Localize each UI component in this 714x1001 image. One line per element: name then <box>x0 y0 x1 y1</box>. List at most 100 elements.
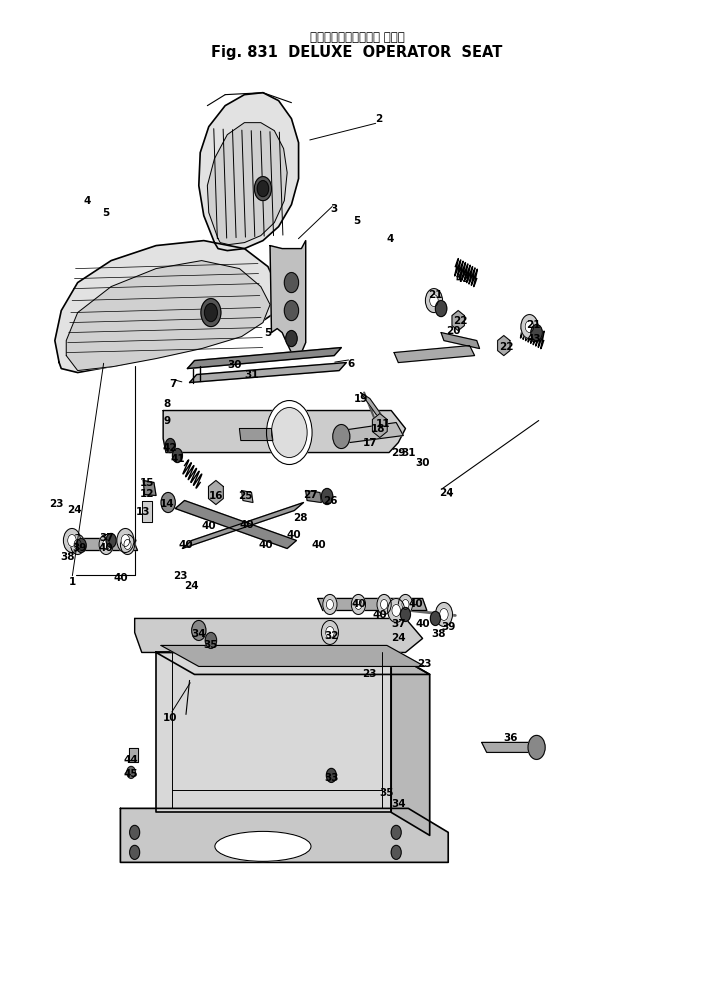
Circle shape <box>173 448 182 462</box>
Text: 31: 31 <box>244 369 258 379</box>
Circle shape <box>323 595 337 615</box>
Text: 25: 25 <box>238 490 253 500</box>
Polygon shape <box>452 310 464 330</box>
Circle shape <box>326 769 336 783</box>
Circle shape <box>166 438 175 452</box>
Circle shape <box>117 529 134 553</box>
Polygon shape <box>239 428 273 440</box>
Text: 16: 16 <box>208 490 223 500</box>
Circle shape <box>333 424 350 448</box>
Circle shape <box>528 736 545 760</box>
Text: 3: 3 <box>331 203 338 213</box>
Polygon shape <box>189 362 346 382</box>
Circle shape <box>130 826 140 840</box>
Text: 29: 29 <box>391 447 406 457</box>
Circle shape <box>254 176 271 200</box>
Text: 23: 23 <box>417 660 431 670</box>
Polygon shape <box>391 653 430 836</box>
Text: 14: 14 <box>160 499 175 510</box>
Text: 41: 41 <box>170 453 185 463</box>
Text: 38: 38 <box>431 630 446 640</box>
Polygon shape <box>187 347 341 368</box>
Text: 30: 30 <box>416 457 430 467</box>
Text: 2: 2 <box>375 114 382 124</box>
Text: 4: 4 <box>386 233 393 243</box>
Text: 5: 5 <box>264 327 271 337</box>
Text: 34: 34 <box>191 630 206 640</box>
Polygon shape <box>144 480 156 495</box>
Polygon shape <box>135 619 423 653</box>
Text: 4: 4 <box>84 195 91 205</box>
Text: 17: 17 <box>363 437 377 447</box>
Circle shape <box>204 303 217 321</box>
Text: 34: 34 <box>391 800 406 810</box>
Polygon shape <box>142 500 152 523</box>
Circle shape <box>381 600 388 610</box>
Circle shape <box>402 600 409 610</box>
Circle shape <box>388 599 405 623</box>
Text: 15: 15 <box>139 477 154 487</box>
Circle shape <box>286 330 297 346</box>
Circle shape <box>257 180 268 196</box>
Circle shape <box>440 609 448 621</box>
Text: 11: 11 <box>376 418 391 428</box>
Circle shape <box>521 314 538 338</box>
Ellipse shape <box>215 832 311 861</box>
Polygon shape <box>182 503 303 549</box>
Circle shape <box>284 272 298 292</box>
Text: 33: 33 <box>324 774 338 784</box>
Polygon shape <box>270 240 306 352</box>
Polygon shape <box>55 240 280 372</box>
Circle shape <box>526 320 534 332</box>
Circle shape <box>391 846 401 860</box>
Text: 40: 40 <box>351 600 366 610</box>
Polygon shape <box>71 539 138 551</box>
Text: 24: 24 <box>184 582 199 592</box>
Text: 44: 44 <box>123 756 138 766</box>
Polygon shape <box>121 809 448 862</box>
Polygon shape <box>156 653 430 675</box>
Polygon shape <box>207 123 287 244</box>
Polygon shape <box>156 653 391 813</box>
Circle shape <box>205 633 216 649</box>
Circle shape <box>392 605 401 617</box>
Circle shape <box>377 595 391 615</box>
Circle shape <box>271 407 307 457</box>
Circle shape <box>127 767 136 779</box>
Circle shape <box>64 529 81 553</box>
Circle shape <box>430 294 438 306</box>
Text: 24: 24 <box>391 634 406 644</box>
Text: 19: 19 <box>353 393 368 403</box>
Text: 45: 45 <box>123 770 138 780</box>
Text: 23: 23 <box>173 572 188 582</box>
Text: 42: 42 <box>163 442 178 452</box>
Text: 40: 40 <box>258 541 273 551</box>
Circle shape <box>106 534 116 548</box>
Polygon shape <box>482 743 540 753</box>
Circle shape <box>436 603 453 627</box>
Text: 40: 40 <box>178 541 193 551</box>
Text: 36: 36 <box>503 734 518 744</box>
Circle shape <box>351 595 366 615</box>
Text: 40: 40 <box>99 544 114 554</box>
Text: 43: 43 <box>455 273 470 283</box>
Text: 31: 31 <box>401 447 416 457</box>
Circle shape <box>531 324 542 340</box>
Text: 39: 39 <box>72 544 86 554</box>
Circle shape <box>426 288 443 312</box>
Text: 26: 26 <box>323 495 337 506</box>
Text: 23: 23 <box>49 499 64 510</box>
Text: 40: 40 <box>311 541 326 551</box>
Text: 5: 5 <box>103 207 110 217</box>
Text: 37: 37 <box>99 534 114 544</box>
Text: 40: 40 <box>240 521 255 531</box>
Polygon shape <box>241 490 253 503</box>
Circle shape <box>74 540 81 550</box>
Text: デラックスオペレータ シート: デラックスオペレータ シート <box>310 31 404 44</box>
Text: 35: 35 <box>380 789 394 799</box>
Circle shape <box>326 627 334 639</box>
Text: 40: 40 <box>408 600 423 610</box>
Circle shape <box>431 612 441 626</box>
Text: 39: 39 <box>441 623 456 633</box>
Text: 27: 27 <box>303 489 317 499</box>
